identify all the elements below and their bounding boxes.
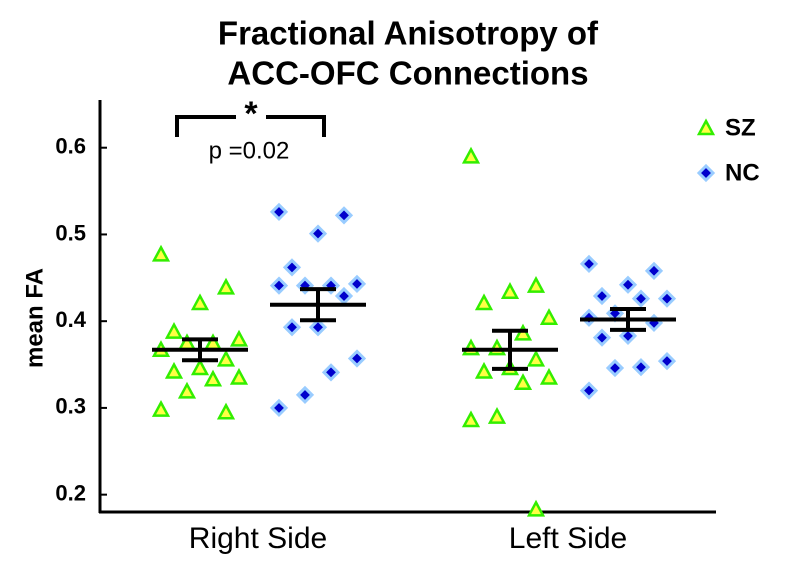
point: [295, 385, 315, 405]
point: [513, 373, 533, 391]
y-tick-label: 0.4: [55, 307, 86, 332]
point: [500, 282, 520, 299]
point: [295, 276, 315, 295]
point: [308, 224, 328, 243]
y-tick-label: 0.2: [55, 480, 86, 505]
point: [190, 358, 210, 376]
point: [461, 146, 481, 164]
point: [269, 398, 289, 418]
y-tick-label: 0.6: [55, 134, 86, 159]
point: [474, 361, 494, 379]
point: [151, 244, 171, 262]
legend-label: SZ: [725, 114, 756, 141]
point: [644, 261, 664, 280]
point: [347, 274, 367, 294]
point: [592, 286, 612, 306]
point: [657, 289, 677, 308]
chart-title: Fractional Anisotropy of: [218, 15, 599, 52]
legend-label: NC: [725, 159, 760, 186]
point: [526, 349, 546, 367]
legend-marker: [696, 118, 716, 136]
point: [487, 338, 507, 356]
point: [229, 329, 249, 347]
point: [579, 381, 599, 400]
point: [282, 318, 302, 337]
x-tick-label: Left Side: [509, 522, 627, 555]
point: [321, 363, 341, 382]
point: [321, 276, 341, 295]
point: [539, 308, 559, 325]
point: [308, 318, 328, 337]
point: [605, 358, 625, 378]
point: [177, 381, 197, 399]
y-axis-label: mean FA: [21, 268, 48, 368]
y-tick-label: 0.5: [55, 220, 86, 245]
point: [539, 367, 559, 385]
point: [216, 402, 236, 420]
x-tick-label: Right Side: [189, 522, 327, 555]
point: [203, 369, 223, 387]
point: [579, 254, 599, 274]
point: [334, 286, 354, 306]
point: [151, 400, 171, 417]
point: [216, 277, 236, 295]
point: [526, 499, 546, 517]
point: [229, 367, 249, 385]
point: [618, 326, 638, 346]
point: [282, 258, 302, 277]
point: [618, 275, 638, 294]
point: [164, 321, 184, 339]
point: [461, 338, 481, 356]
point: [657, 351, 677, 371]
significance-star: *: [244, 95, 258, 133]
y-tick-label: 0.3: [55, 394, 86, 419]
point: [269, 276, 289, 295]
point: [461, 410, 481, 428]
point: [474, 293, 494, 311]
chart-title: ACC-OFC Connections: [227, 55, 588, 92]
point: [190, 293, 210, 311]
point: [347, 349, 367, 368]
point: [269, 202, 289, 222]
bracket-gap: [236, 108, 266, 128]
point: [631, 289, 651, 308]
point: [487, 406, 507, 424]
point: [592, 328, 612, 347]
point: [631, 358, 651, 377]
point: [334, 206, 354, 225]
point: [513, 323, 533, 341]
point: [526, 275, 546, 293]
point: [164, 361, 184, 379]
point: [216, 349, 236, 367]
p-value: p =0.02: [209, 137, 290, 164]
legend-marker: [696, 163, 716, 183]
